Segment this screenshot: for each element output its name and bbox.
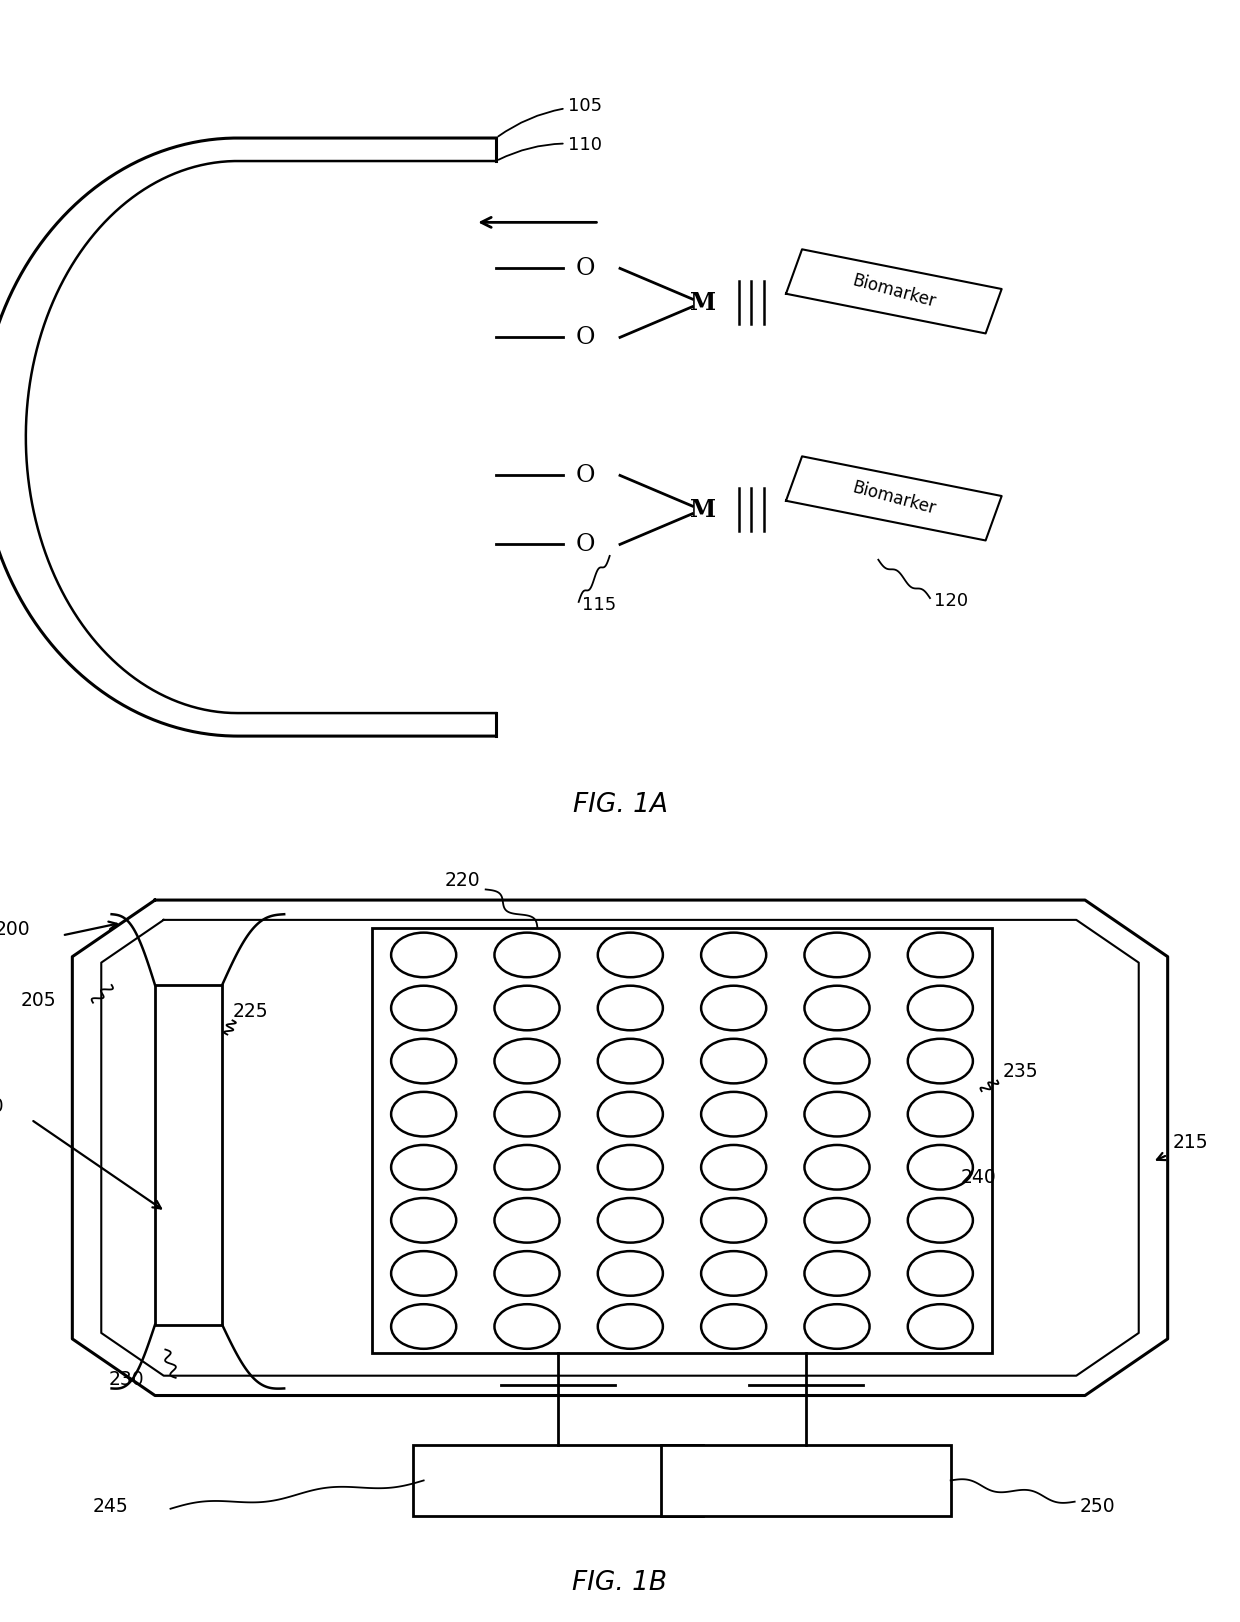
- Circle shape: [391, 933, 456, 976]
- Circle shape: [805, 1092, 869, 1137]
- Circle shape: [495, 1038, 559, 1083]
- Text: FIG. 1B: FIG. 1B: [573, 1570, 667, 1596]
- Text: Biomarker: Biomarker: [851, 478, 937, 517]
- Circle shape: [701, 1038, 766, 1083]
- Text: M: M: [689, 290, 715, 315]
- Circle shape: [701, 1092, 766, 1137]
- Circle shape: [495, 1251, 559, 1296]
- Text: O: O: [575, 326, 595, 349]
- Circle shape: [495, 1092, 559, 1137]
- Circle shape: [495, 1304, 559, 1350]
- Text: 120: 120: [934, 592, 967, 610]
- Circle shape: [391, 1038, 456, 1083]
- Bar: [661, 1445, 951, 1517]
- Text: 235: 235: [1002, 1062, 1038, 1080]
- Circle shape: [908, 986, 973, 1030]
- Circle shape: [391, 1304, 456, 1350]
- Text: 215: 215: [1173, 1132, 1209, 1152]
- Text: 105: 105: [498, 97, 603, 136]
- Circle shape: [908, 933, 973, 976]
- Circle shape: [701, 986, 766, 1030]
- Circle shape: [391, 986, 456, 1030]
- Circle shape: [701, 1304, 766, 1350]
- Circle shape: [598, 933, 663, 976]
- Circle shape: [805, 1199, 869, 1242]
- Circle shape: [391, 1092, 456, 1137]
- Circle shape: [805, 1145, 869, 1189]
- Text: 205: 205: [21, 991, 56, 1011]
- Circle shape: [598, 1092, 663, 1137]
- Text: Biomarker: Biomarker: [851, 271, 937, 311]
- Text: 245: 245: [93, 1497, 129, 1517]
- Text: M: M: [689, 498, 715, 522]
- Text: FIG. 1A: FIG. 1A: [573, 792, 667, 817]
- Circle shape: [495, 1199, 559, 1242]
- Circle shape: [805, 1038, 869, 1083]
- Circle shape: [805, 933, 869, 976]
- Text: 110: 110: [498, 136, 603, 161]
- Text: 250: 250: [1080, 1497, 1116, 1517]
- Circle shape: [805, 1304, 869, 1350]
- Circle shape: [495, 1145, 559, 1189]
- Circle shape: [908, 1145, 973, 1189]
- Text: O: O: [575, 464, 595, 487]
- Circle shape: [598, 1251, 663, 1296]
- Text: 200: 200: [0, 920, 31, 939]
- Circle shape: [908, 1038, 973, 1083]
- Circle shape: [701, 933, 766, 976]
- Circle shape: [391, 1145, 456, 1189]
- Text: O: O: [575, 256, 595, 281]
- Text: 115: 115: [583, 595, 616, 613]
- Circle shape: [701, 1199, 766, 1242]
- Circle shape: [598, 986, 663, 1030]
- Text: 210: 210: [0, 1098, 5, 1116]
- Circle shape: [598, 1304, 663, 1350]
- Circle shape: [598, 1199, 663, 1242]
- Circle shape: [701, 1251, 766, 1296]
- Bar: [413, 1445, 703, 1517]
- Circle shape: [908, 1092, 973, 1137]
- Circle shape: [598, 1145, 663, 1189]
- Text: 240: 240: [961, 1168, 997, 1187]
- Circle shape: [495, 986, 559, 1030]
- Circle shape: [391, 1199, 456, 1242]
- Bar: [372, 928, 992, 1353]
- Bar: [155, 985, 222, 1325]
- Circle shape: [391, 1251, 456, 1296]
- Circle shape: [495, 933, 559, 976]
- Circle shape: [908, 1251, 973, 1296]
- Circle shape: [805, 986, 869, 1030]
- Text: 230: 230: [109, 1371, 144, 1388]
- Circle shape: [701, 1145, 766, 1189]
- Circle shape: [598, 1038, 663, 1083]
- Text: O: O: [575, 534, 595, 556]
- Text: 225: 225: [233, 1002, 268, 1020]
- Text: 220: 220: [444, 871, 480, 890]
- Circle shape: [908, 1304, 973, 1350]
- Circle shape: [908, 1199, 973, 1242]
- Circle shape: [805, 1251, 869, 1296]
